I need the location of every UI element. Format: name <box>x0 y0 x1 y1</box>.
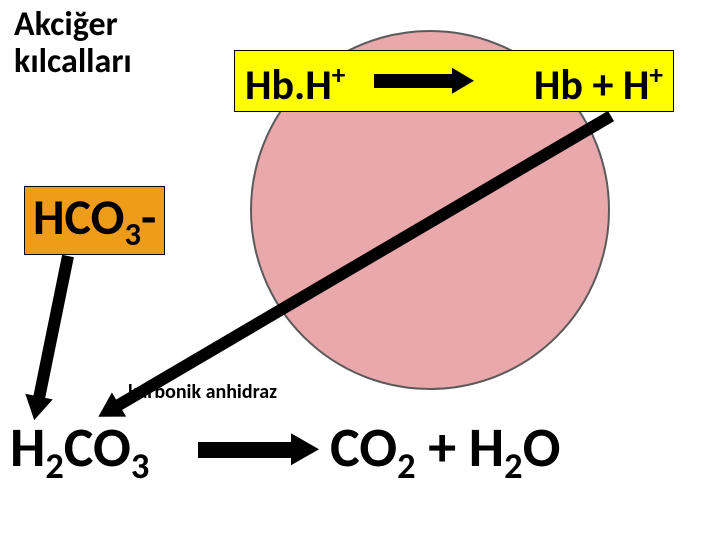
bicarbonate-box: HCO3- <box>24 186 165 255</box>
reaction-arrow-shaft <box>374 74 452 88</box>
product-hb-h: Hb + H+ <box>534 45 663 117</box>
carbonic-acid-label: H2CO3 <box>10 414 149 488</box>
reaction-arrow-head <box>452 68 474 94</box>
products-label: CO2 + H2O <box>330 414 560 488</box>
h2co3-to-products-arrow-head <box>291 433 319 465</box>
title-line1: Akciğer <box>14 6 132 43</box>
hco3-to-h2co3-arrow-head <box>21 394 53 423</box>
title-line2: kılcalları <box>14 43 132 80</box>
hco3-to-h2co3-arrow-shaft <box>33 255 73 398</box>
h2co3-to-products-arrow-shaft <box>198 442 291 458</box>
diagram-title: Akciğer kılcalları <box>14 6 132 81</box>
reactant-hbh: Hb.H+ <box>245 45 345 117</box>
